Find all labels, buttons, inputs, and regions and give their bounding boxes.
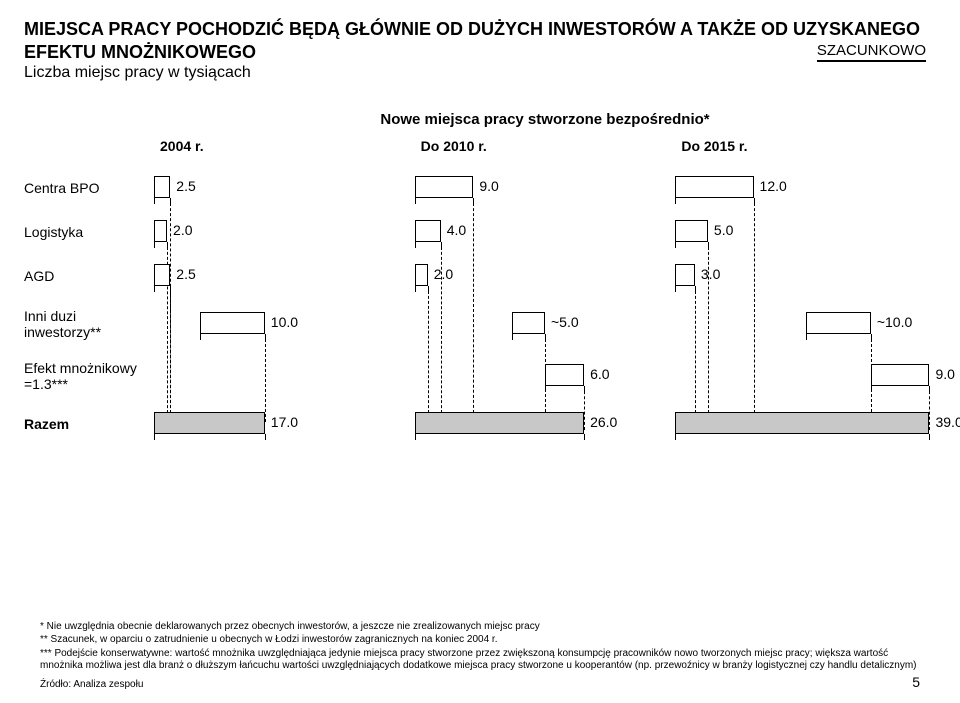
chart-rows: Centra BPO 2.5 9.0 12.0 Logistyka 2.0 4.0 5.0 AG… <box>24 176 936 436</box>
chart-row: Razem 17.0 26.0 39.0 <box>24 412 936 436</box>
bar-col: ~10.0 <box>675 312 936 336</box>
bars-area: 2.5 2.0 3.0 <box>154 264 936 288</box>
section-header: Nowe miejsca pracy stworzone bezpośredni… <box>154 111 936 128</box>
bar-value: 17.0 <box>271 414 298 430</box>
year-col-2: Do 2015 r. <box>675 138 936 154</box>
bar-value: 2.5 <box>176 178 195 194</box>
bar <box>806 312 871 334</box>
row-label: Efekt mnożnikowy =1.3*** <box>24 360 154 392</box>
bar-col: 9.0 <box>675 364 936 388</box>
footnote-3: *** Podejście konserwatywne: wartość mno… <box>40 648 920 673</box>
bar-col: 6.0 <box>415 364 676 388</box>
row-label: Inni duzi inwestorzy** <box>24 308 154 340</box>
bar-value: 12.0 <box>760 178 787 194</box>
bar-value: 10.0 <box>271 314 298 330</box>
bar-value: 6.0 <box>590 366 609 382</box>
chart-row: Centra BPO 2.5 9.0 12.0 <box>24 176 936 200</box>
chart-row: Logistyka 2.0 4.0 5.0 <box>24 220 936 244</box>
bar-col: 9.0 <box>415 176 676 200</box>
year-header-row: 2004 r. Do 2010 r. Do 2015 r. <box>24 138 936 154</box>
bar-col: 39.0 <box>675 412 936 436</box>
bar-col <box>154 364 415 388</box>
chart-row: Inni duzi inwestorzy** 10.0 ~5.0 ~10.0 <box>24 308 936 340</box>
footnote-1: * Nie uwzględnia obecnie deklarowanych p… <box>40 621 920 634</box>
bar-value: 9.0 <box>935 366 954 382</box>
bars-area: 2.5 9.0 12.0 <box>154 176 936 200</box>
bar-value: ~5.0 <box>551 314 579 330</box>
footnote-2: ** Szacunek, w oparciu o zatrudnienie u … <box>40 634 920 647</box>
bar <box>545 364 584 386</box>
bars-area: 2.0 4.0 5.0 <box>154 220 936 244</box>
bar-col: 2.0 <box>415 264 676 288</box>
bar-col: 4.0 <box>415 220 676 244</box>
bar-total <box>415 412 584 434</box>
row-label: AGD <box>24 268 154 284</box>
bar <box>512 312 545 334</box>
bar-col: ~5.0 <box>415 312 676 336</box>
page-number: 5 <box>912 674 920 692</box>
bar <box>675 264 695 286</box>
title-main: MIEJSCA PRACY POCHODZIĆ BĘDĄ GŁÓWNIE OD … <box>24 18 936 63</box>
chart-row: AGD 2.5 2.0 3.0 <box>24 264 936 288</box>
bar <box>415 176 474 198</box>
bar-col: 26.0 <box>415 412 676 436</box>
bar-value: 9.0 <box>479 178 498 194</box>
bars-area: 17.0 26.0 39.0 <box>154 412 936 436</box>
bar-col: 12.0 <box>675 176 936 200</box>
bar <box>415 264 428 286</box>
bar-value: 2.5 <box>176 266 195 282</box>
bar-value: 4.0 <box>447 222 466 238</box>
bar-col: 5.0 <box>675 220 936 244</box>
bar-value: 26.0 <box>590 414 617 430</box>
row-label: Logistyka <box>24 224 154 240</box>
chart-row: Efekt mnożnikowy =1.3*** 6.0 9.0 <box>24 360 936 392</box>
bar-value: 2.0 <box>173 222 192 238</box>
bar-col: 2.5 <box>154 264 415 288</box>
source-label: Źródło: Analiza zespołu <box>40 679 143 692</box>
bar <box>154 264 170 286</box>
row-label: Razem <box>24 416 154 432</box>
bar <box>200 312 265 334</box>
bar-col: 3.0 <box>675 264 936 288</box>
bar <box>675 220 708 242</box>
row-label: Centra BPO <box>24 180 154 196</box>
bars-area: 10.0 ~5.0 ~10.0 <box>154 312 936 336</box>
estimate-badge: SZACUNKOWO <box>817 42 926 62</box>
footnotes: * Nie uwzględnia obecnie deklarowanych p… <box>40 621 920 692</box>
year-col-1: Do 2010 r. <box>415 138 676 154</box>
year-col-0: 2004 r. <box>154 138 415 154</box>
bar-col: 17.0 <box>154 412 415 436</box>
bar <box>154 220 167 242</box>
title-subtitle: Liczba miejsc pracy w tysiącach <box>24 63 936 83</box>
bar-value: ~10.0 <box>877 314 912 330</box>
bars-area: 6.0 9.0 <box>154 364 936 388</box>
bar-value: 2.0 <box>434 266 453 282</box>
bar-col: 2.0 <box>154 220 415 244</box>
bar <box>154 176 170 198</box>
bar <box>675 176 753 198</box>
title-block: MIEJSCA PRACY POCHODZIĆ BĘDĄ GŁÓWNIE OD … <box>24 18 936 83</box>
bar-value: 3.0 <box>701 266 720 282</box>
bar-col: 10.0 <box>154 312 415 336</box>
bar-col: 2.5 <box>154 176 415 200</box>
bar <box>415 220 441 242</box>
bar <box>871 364 930 386</box>
bar-total <box>675 412 929 434</box>
bar-value: 5.0 <box>714 222 733 238</box>
bar-total <box>154 412 265 434</box>
bar-value: 39.0 <box>935 414 960 430</box>
